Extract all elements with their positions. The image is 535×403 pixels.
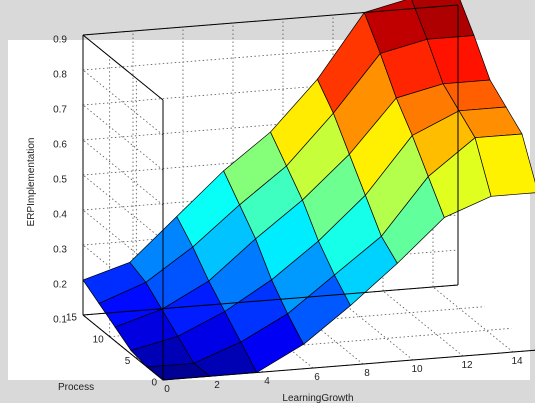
z-tick-label: 0.9 [53, 35, 67, 46]
grid-line [282, 298, 364, 365]
axes-box [82, 4, 535, 381]
grid-line [232, 302, 314, 369]
axes-edge [82, 34, 164, 101]
grid-line [82, 139, 164, 206]
grid-line [82, 69, 164, 136]
z-axis-label: ERPImplementation [26, 138, 37, 227]
y-tick-label: 5 [125, 356, 131, 367]
z-tick-label: 0.6 [53, 140, 67, 151]
z-tick-label: 0.5 [53, 175, 67, 186]
y-tick-label: 10 [93, 334, 105, 345]
surface-patch [474, 133, 535, 197]
x-tick-label: 0 [164, 384, 170, 395]
axes-edge [82, 284, 459, 316]
grid-line [82, 174, 164, 241]
grid-line [382, 290, 464, 357]
grid-line [82, 104, 164, 171]
grid-line [332, 294, 414, 361]
x-tick-label: 12 [461, 360, 473, 371]
x-tick-label: 6 [314, 372, 320, 383]
z-tick-label: 0.4 [53, 210, 67, 221]
x-tick-label: 14 [511, 356, 523, 367]
axes-edge [82, 4, 459, 36]
z-tick-label: 0.3 [53, 245, 67, 256]
axes-edge [162, 349, 535, 381]
z-tick-label: 0.1 [53, 315, 67, 326]
z-tick-label: 0.7 [53, 105, 67, 116]
x-tick-label: 8 [364, 368, 370, 379]
grid-line [432, 286, 514, 353]
y-tick-label: 15 [66, 313, 78, 324]
x-tick-label: 2 [214, 380, 220, 391]
axes-edge [82, 314, 164, 381]
z-tick-label: 0.8 [53, 70, 67, 81]
z-tick-label: 0.2 [53, 280, 67, 291]
grid-line [136, 327, 512, 359]
x-tick-label: 4 [264, 376, 270, 387]
y-tick-label: 0 [151, 378, 157, 389]
x-tick-label: 10 [411, 364, 423, 375]
surface [82, 0, 535, 381]
y-axis-label: Process [58, 382, 94, 393]
tick-labels: 0.1 0.2 0.3 0.4 0.5 0.6 0.7 0.8 0.9 0 5 10 15 0 2 4 6 8 10… [53, 35, 523, 395]
x-axis-label: LearningGrowth [282, 393, 353, 403]
